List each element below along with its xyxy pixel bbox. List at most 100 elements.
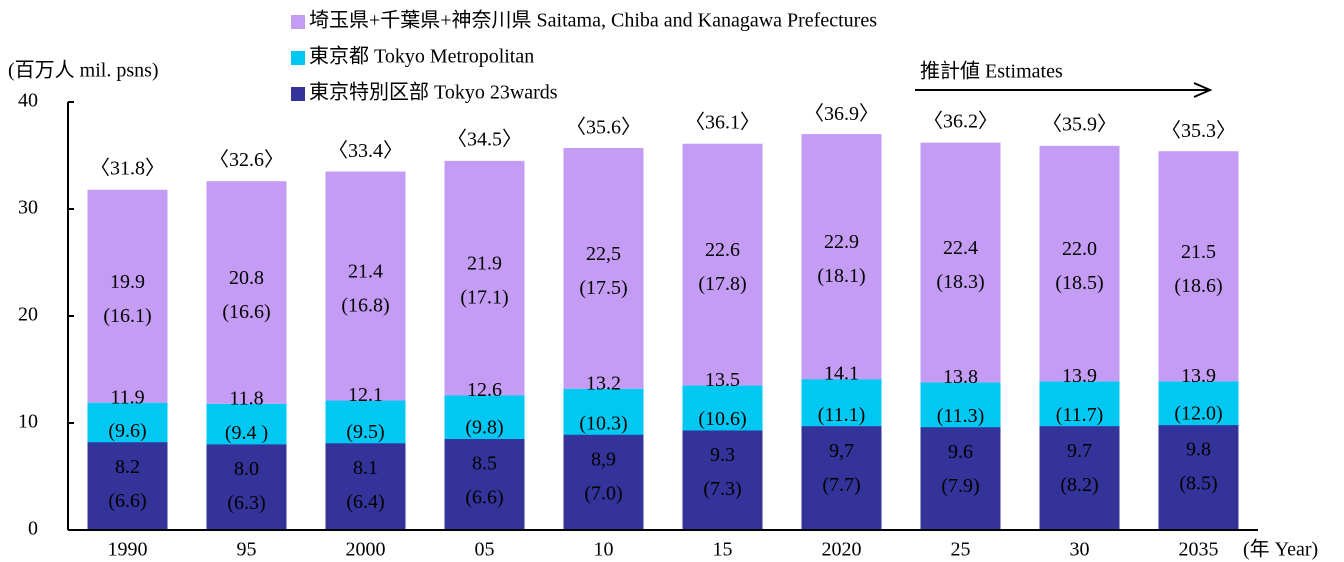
bar-segment <box>563 148 644 389</box>
sub-label: (7.0) <box>584 482 622 504</box>
sub-label: (16.6) <box>222 301 270 323</box>
value-label: 13.9 <box>1062 365 1097 387</box>
value-label: 12.1 <box>348 384 383 406</box>
sub-label: (17.1) <box>460 287 508 309</box>
value-label: 8.1 <box>353 457 378 479</box>
x-tick-label: 1990 <box>108 539 148 561</box>
total-label: 〈33.4〉 <box>328 140 403 162</box>
value-label: 9.8 <box>1186 439 1211 461</box>
value-label: 11.9 <box>110 386 144 408</box>
x-tick-label: 10 <box>594 539 614 561</box>
value-label: 13.8 <box>943 366 978 388</box>
value-label: 14.1 <box>824 363 859 385</box>
sub-label: (10.3) <box>579 412 627 434</box>
sub-label: (8.2) <box>1060 474 1098 496</box>
value-label: 11.8 <box>229 387 263 409</box>
legend-swatch <box>291 87 305 101</box>
bar-segment <box>1158 151 1239 382</box>
sub-label: (18.6) <box>1174 275 1222 297</box>
total-label: 〈35.9〉 <box>1042 113 1117 135</box>
sub-label: (16.1) <box>103 305 151 327</box>
total-label: 〈36.2〉 <box>923 110 998 132</box>
bar-overlay <box>1039 426 1120 530</box>
sub-label: (7.7) <box>822 474 860 496</box>
total-label: 〈32.6〉 <box>209 149 284 171</box>
x-tick-label: 2035 <box>1179 539 1219 561</box>
total-label: 〈34.5〉 <box>447 128 522 150</box>
total-label: 〈36.1〉 <box>685 111 760 133</box>
sub-label: (7.9) <box>941 475 979 497</box>
value-label: 8.2 <box>115 456 140 478</box>
bar-overlay <box>682 430 763 530</box>
value-label: 9.7 <box>1067 440 1092 462</box>
sub-label: (9.4 ) <box>225 422 268 444</box>
sub-label: (11.3) <box>937 405 985 427</box>
legend-label: 東京特別区部 Tokyo 23wards <box>309 81 558 104</box>
bar-overlay <box>801 426 882 530</box>
sub-label: (18.5) <box>1055 272 1103 294</box>
sub-label: (17.5) <box>579 277 627 299</box>
sub-label: (6.6) <box>108 490 146 512</box>
value-label: 13.2 <box>586 372 621 394</box>
value-label: 20.8 <box>229 267 264 289</box>
value-label: 22.0 <box>1062 238 1097 260</box>
sub-label: (10.6) <box>698 408 746 430</box>
value-label: 21.4 <box>348 261 383 283</box>
value-label: 9,7 <box>829 440 854 462</box>
x-tick-label: 2020 <box>822 539 862 561</box>
y-tick-label: 20 <box>18 304 38 326</box>
sub-label: (17.8) <box>698 273 746 295</box>
x-tick-label: 2000 <box>346 539 386 561</box>
value-label: 8,9 <box>591 448 616 470</box>
bar-overlay <box>206 444 287 530</box>
legend-label: 東京都 Tokyo Metropolitan <box>309 45 534 68</box>
value-label: 22,5 <box>586 243 621 265</box>
bar-overlay <box>87 442 168 530</box>
bar-segment <box>920 142 1001 383</box>
bar-segment <box>1039 145 1120 382</box>
sub-label: (9.5) <box>346 421 384 443</box>
bar-overlay <box>444 439 525 530</box>
x-tick-label: 95 <box>237 539 257 561</box>
y-unit-label: (百万人 mil. psns) <box>8 59 159 82</box>
annotation: 推計値 Estimates <box>920 60 1063 83</box>
sub-label: (9.8) <box>465 417 503 439</box>
total-label: 〈31.8〉 <box>90 157 165 179</box>
sub-label: (6.3) <box>227 492 265 514</box>
total-label: 〈36.9〉 <box>804 103 879 125</box>
sub-label: (7.3) <box>703 478 741 500</box>
bar-overlay <box>325 443 406 530</box>
x-tick-label: 15 <box>713 539 733 561</box>
sub-label: (16.8) <box>341 295 389 317</box>
bar-segment <box>682 143 763 386</box>
bar-segment <box>206 181 287 404</box>
bar-segment <box>801 134 882 380</box>
bar-segment <box>325 171 406 401</box>
value-label: 22.6 <box>705 239 740 261</box>
sub-label: (11.7) <box>1056 404 1104 426</box>
x-tick-label: 30 <box>1070 539 1090 561</box>
bar-overlay <box>920 427 1001 530</box>
value-label: 19.9 <box>110 271 145 293</box>
y-tick-label: 0 <box>28 518 38 540</box>
sub-label: (6.4) <box>346 491 384 513</box>
legend-swatch <box>291 51 305 65</box>
value-label: 9.3 <box>710 444 735 466</box>
legend-swatch <box>291 15 305 29</box>
legend-label: 埼玉県+千葉県+神奈川県 Saitama, Chiba and Kanagawa… <box>309 9 877 32</box>
bar-overlay <box>1158 425 1239 530</box>
value-label: 22.4 <box>943 237 978 259</box>
value-label: 13.9 <box>1181 365 1216 387</box>
value-label: 8.5 <box>472 453 497 475</box>
value-label: 21.9 <box>467 253 502 275</box>
sub-label: (18.3) <box>936 271 984 293</box>
value-label: 13.5 <box>705 369 740 391</box>
sub-label: (12.0) <box>1174 403 1222 425</box>
value-label: 9.6 <box>948 441 973 463</box>
value-label: 22.9 <box>824 231 859 253</box>
x-axis-label: (年 Year) <box>1243 538 1318 561</box>
sub-label: (8.5) <box>1179 473 1217 495</box>
estimate-arrowhead <box>1193 82 1213 98</box>
sub-label: (11.1) <box>818 404 866 426</box>
